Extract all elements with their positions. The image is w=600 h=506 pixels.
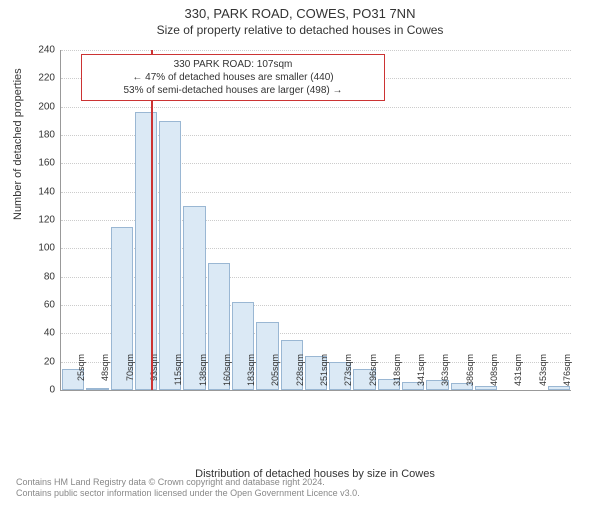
x-tick-label: 431sqm [513, 354, 523, 394]
annotation-line-2: ← 47% of detached houses are smaller (44… [88, 71, 378, 84]
y-tick-label: 160 [25, 158, 55, 169]
annotation-line-3: 53% of semi-detached houses are larger (… [88, 84, 378, 97]
x-tick-label: 251sqm [319, 354, 329, 394]
plot-area: 02040608010012014016018020022024025sqm48… [60, 50, 571, 391]
x-tick-label: 453sqm [538, 354, 548, 394]
y-tick-label: 60 [25, 300, 55, 311]
x-tick-label: 138sqm [198, 354, 208, 394]
histogram-bar [135, 112, 157, 390]
y-tick-label: 20 [25, 356, 55, 367]
x-tick-label: 341sqm [416, 354, 426, 394]
y-tick-label: 0 [25, 385, 55, 396]
y-tick-label: 220 [25, 73, 55, 84]
page-subtitle: Size of property relative to detached ho… [0, 23, 600, 37]
y-tick-label: 40 [25, 328, 55, 339]
gridline [61, 107, 571, 108]
x-tick-label: 476sqm [562, 354, 572, 394]
x-tick-label: 363sqm [440, 354, 450, 394]
annotation-line-1: 330 PARK ROAD: 107sqm [88, 58, 378, 71]
page-title: 330, PARK ROAD, COWES, PO31 7NN [0, 6, 600, 21]
x-tick-label: 318sqm [392, 354, 402, 394]
y-tick-label: 200 [25, 101, 55, 112]
x-tick-label: 296sqm [368, 354, 378, 394]
x-tick-label: 205sqm [270, 354, 280, 394]
x-tick-label: 48sqm [100, 354, 110, 394]
y-tick-label: 120 [25, 215, 55, 226]
y-tick-label: 240 [25, 45, 55, 56]
x-tick-label: 408sqm [489, 354, 499, 394]
footer-line-1: Contains HM Land Registry data © Crown c… [16, 477, 360, 489]
footer-attribution: Contains HM Land Registry data © Crown c… [16, 477, 360, 500]
histogram-chart: Number of detached properties 0204060801… [60, 50, 570, 420]
footer-line-2: Contains public sector information licen… [16, 488, 360, 500]
x-tick-label: 115sqm [173, 354, 183, 394]
gridline [61, 50, 571, 51]
x-tick-label: 183sqm [246, 354, 256, 394]
y-tick-label: 180 [25, 130, 55, 141]
x-tick-label: 386sqm [465, 354, 475, 394]
x-tick-label: 70sqm [125, 354, 135, 394]
y-tick-label: 100 [25, 243, 55, 254]
annotation-box: 330 PARK ROAD: 107sqm ← 47% of detached … [81, 54, 385, 101]
y-axis-label: Number of detached properties [12, 68, 24, 220]
x-tick-label: 160sqm [222, 354, 232, 394]
x-tick-label: 273sqm [343, 354, 353, 394]
reference-line [151, 50, 153, 390]
x-tick-label: 25sqm [76, 354, 86, 394]
histogram-bar [159, 121, 181, 390]
x-tick-label: 228sqm [295, 354, 305, 394]
y-tick-label: 140 [25, 186, 55, 197]
y-tick-label: 80 [25, 271, 55, 282]
